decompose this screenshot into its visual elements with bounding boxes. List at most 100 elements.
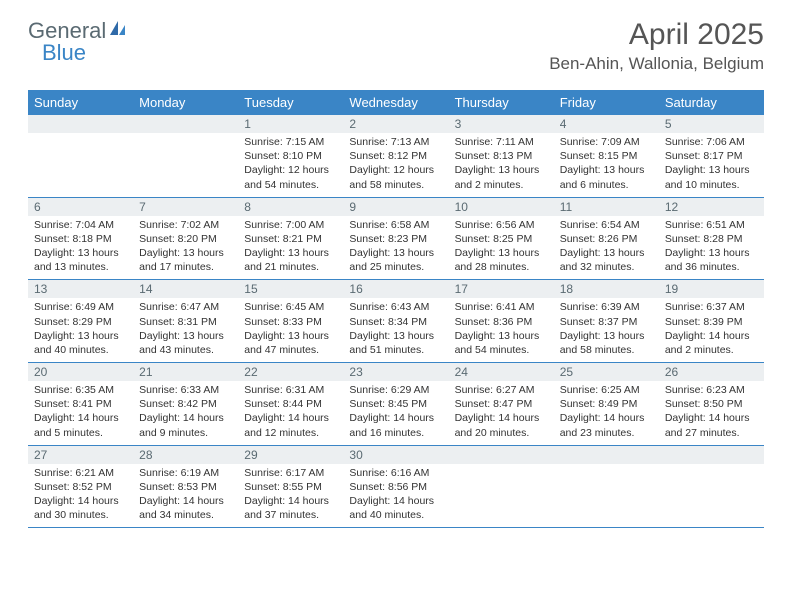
day-cell: 6Sunrise: 7:04 AMSunset: 8:18 PMDaylight… (28, 198, 133, 280)
day-detail: Sunrise: 6:21 AMSunset: 8:52 PMDaylight:… (28, 464, 133, 525)
day-cell: 21Sunrise: 6:33 AMSunset: 8:42 PMDayligh… (133, 363, 238, 445)
day-number: 11 (554, 198, 659, 216)
week-row: 27Sunrise: 6:21 AMSunset: 8:52 PMDayligh… (28, 446, 764, 529)
daylight-line: Daylight: 14 hours and 30 minutes. (34, 494, 127, 522)
day-detail: Sunrise: 7:04 AMSunset: 8:18 PMDaylight:… (28, 216, 133, 277)
day-cell: 27Sunrise: 6:21 AMSunset: 8:52 PMDayligh… (28, 446, 133, 528)
sunset-line: Sunset: 8:25 PM (455, 232, 548, 246)
daylight-line: Daylight: 14 hours and 34 minutes. (139, 494, 232, 522)
sunset-line: Sunset: 8:50 PM (665, 397, 758, 411)
sunrise-line: Sunrise: 6:56 AM (455, 218, 548, 232)
daylight-line: Daylight: 14 hours and 9 minutes. (139, 411, 232, 439)
day-number: 28 (133, 446, 238, 464)
daylight-line: Daylight: 13 hours and 13 minutes. (34, 246, 127, 274)
sunset-line: Sunset: 8:53 PM (139, 480, 232, 494)
empty-cell (449, 446, 554, 528)
day-number: 1 (238, 115, 343, 133)
day-cell: 1 Sunrise: 7:15 AMSunset: 8:10 PMDaylight… (238, 115, 343, 197)
day-detail: Sunrise: 6:19 AMSunset: 8:53 PMDaylight:… (133, 464, 238, 525)
daylight-line: Daylight: 13 hours and 2 minutes. (455, 163, 548, 191)
sunrise-line: Sunrise: 6:45 AM (244, 300, 337, 314)
day-cell: 16Sunrise: 6:43 AMSunset: 8:34 PMDayligh… (343, 280, 448, 362)
day-cell: 2Sunrise: 7:13 AMSunset: 8:12 PMDaylight… (343, 115, 448, 197)
page-header: General Blue April 2025 Ben-Ahin, Wallon… (0, 0, 792, 82)
day-number: 24 (449, 363, 554, 381)
sunrise-line: Sunrise: 6:19 AM (139, 466, 232, 480)
day-cell: 9Sunrise: 6:58 AMSunset: 8:23 PMDaylight… (343, 198, 448, 280)
daylight-line: Daylight: 13 hours and 10 minutes. (665, 163, 758, 191)
sunrise-line: Sunrise: 6:29 AM (349, 383, 442, 397)
day-number: 16 (343, 280, 448, 298)
day-detail: Sunrise: 6:35 AMSunset: 8:41 PMDaylight:… (28, 381, 133, 442)
day-number: 5 (659, 115, 764, 133)
sunset-line: Sunset: 8:39 PM (665, 315, 758, 329)
day-cell: 18Sunrise: 6:39 AMSunset: 8:37 PMDayligh… (554, 280, 659, 362)
day-cell: 17Sunrise: 6:41 AMSunset: 8:36 PMDayligh… (449, 280, 554, 362)
day-number (28, 115, 133, 133)
sunset-line: Sunset: 8:26 PM (560, 232, 653, 246)
day-number: 13 (28, 280, 133, 298)
day-cell: 24Sunrise: 6:27 AMSunset: 8:47 PMDayligh… (449, 363, 554, 445)
day-detail: Sunrise: 7:06 AMSunset: 8:17 PMDaylight:… (659, 133, 764, 194)
day-number: 4 (554, 115, 659, 133)
empty-cell (133, 115, 238, 197)
sunset-line: Sunset: 8:52 PM (34, 480, 127, 494)
day-number: 23 (343, 363, 448, 381)
day-detail: Sunrise: 6:47 AMSunset: 8:31 PMDaylight:… (133, 298, 238, 359)
month-title: April 2025 (549, 18, 764, 52)
sunset-line: Sunset: 8:13 PM (455, 149, 548, 163)
day-detail: Sunrise: 6:27 AMSunset: 8:47 PMDaylight:… (449, 381, 554, 442)
sunset-line: Sunset: 8:36 PM (455, 315, 548, 329)
empty-cell (28, 115, 133, 197)
daylight-line: Daylight: 13 hours and 54 minutes. (455, 329, 548, 357)
sunrise-line: Sunrise: 6:37 AM (665, 300, 758, 314)
day-cell: 15Sunrise: 6:45 AMSunset: 8:33 PMDayligh… (238, 280, 343, 362)
day-number: 2 (343, 115, 448, 133)
day-number: 19 (659, 280, 764, 298)
daylight-line: Daylight: 13 hours and 51 minutes. (349, 329, 442, 357)
sunrise-line: Sunrise: 6:35 AM (34, 383, 127, 397)
sunrise-line: Sunrise: 7:15 AM (244, 135, 337, 149)
sunrise-line: Sunrise: 6:27 AM (455, 383, 548, 397)
weekday-header-friday: Friday (554, 90, 659, 115)
day-number: 15 (238, 280, 343, 298)
day-cell: 29Sunrise: 6:17 AMSunset: 8:55 PMDayligh… (238, 446, 343, 528)
sunrise-line: Sunrise: 6:39 AM (560, 300, 653, 314)
sunset-line: Sunset: 8:41 PM (34, 397, 127, 411)
sunset-line: Sunset: 8:23 PM (349, 232, 442, 246)
daylight-line: Daylight: 13 hours and 25 minutes. (349, 246, 442, 274)
day-number: 3 (449, 115, 554, 133)
sunrise-line: Sunrise: 7:02 AM (139, 218, 232, 232)
day-number: 22 (238, 363, 343, 381)
sunrise-line: Sunrise: 6:49 AM (34, 300, 127, 314)
day-number: 9 (343, 198, 448, 216)
sunset-line: Sunset: 8:21 PM (244, 232, 337, 246)
day-number: 21 (133, 363, 238, 381)
day-number (133, 115, 238, 133)
day-detail: Sunrise: 6:23 AMSunset: 8:50 PMDaylight:… (659, 381, 764, 442)
day-number: 20 (28, 363, 133, 381)
day-number: 14 (133, 280, 238, 298)
brand-logo: General Blue (28, 18, 128, 44)
day-number: 10 (449, 198, 554, 216)
day-detail: Sunrise: 7:11 AMSunset: 8:13 PMDaylight:… (449, 133, 554, 194)
daylight-line: Daylight: 13 hours and 47 minutes. (244, 329, 337, 357)
daylight-line: Daylight: 14 hours and 16 minutes. (349, 411, 442, 439)
day-detail: Sunrise: 7:02 AMSunset: 8:20 PMDaylight:… (133, 216, 238, 277)
day-detail: Sunrise: 6:37 AMSunset: 8:39 PMDaylight:… (659, 298, 764, 359)
week-row: 6Sunrise: 7:04 AMSunset: 8:18 PMDaylight… (28, 198, 764, 281)
sunrise-line: Sunrise: 6:23 AM (665, 383, 758, 397)
sunrise-line: Sunrise: 7:11 AM (455, 135, 548, 149)
weekday-header-row: SundayMondayTuesdayWednesdayThursdayFrid… (28, 90, 764, 115)
sunrise-line: Sunrise: 6:43 AM (349, 300, 442, 314)
sunrise-line: Sunrise: 7:09 AM (560, 135, 653, 149)
daylight-line: Daylight: 12 hours and 58 minutes. (349, 163, 442, 191)
day-detail: Sunrise: 7:09 AMSunset: 8:15 PMDaylight:… (554, 133, 659, 194)
day-detail: Sunrise: 6:17 AMSunset: 8:55 PMDaylight:… (238, 464, 343, 525)
day-cell: 12Sunrise: 6:51 AMSunset: 8:28 PMDayligh… (659, 198, 764, 280)
sunset-line: Sunset: 8:42 PM (139, 397, 232, 411)
day-detail: Sunrise: 6:45 AMSunset: 8:33 PMDaylight:… (238, 298, 343, 359)
sunset-line: Sunset: 8:28 PM (665, 232, 758, 246)
daylight-line: Daylight: 12 hours and 54 minutes. (244, 163, 337, 191)
sunset-line: Sunset: 8:10 PM (244, 149, 337, 163)
